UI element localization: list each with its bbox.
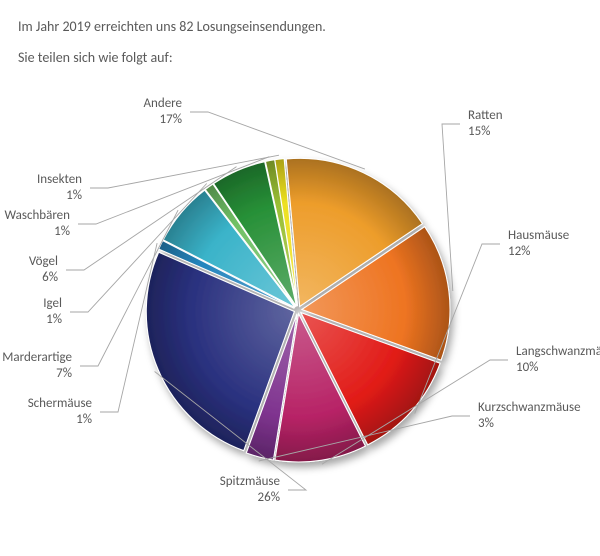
slice-label-name: Igel bbox=[43, 296, 62, 311]
slice-label: Igel1% bbox=[43, 296, 62, 329]
slice-label-value: 3% bbox=[478, 416, 494, 431]
slice-label-value: 26% bbox=[258, 490, 280, 505]
slice-label-name: Marderartige bbox=[2, 350, 72, 365]
slice-label: Spitzmäuse26% bbox=[220, 474, 280, 507]
slice-label-name: Vögel bbox=[29, 254, 58, 269]
slice-label: Kurzschwanzmäuse3% bbox=[478, 400, 581, 433]
slice-label-name: Hausmäuse bbox=[508, 228, 569, 243]
slice-label: Insekten1% bbox=[37, 172, 82, 205]
slice-label: Waschbären1% bbox=[5, 208, 70, 241]
intro-line-1: Im Jahr 2019 erreichten uns 82 Losungsei… bbox=[18, 18, 600, 35]
slice-label-value: 12% bbox=[508, 244, 530, 259]
slice-label-value: 7% bbox=[56, 366, 72, 381]
slice-label-name: Schermäuse bbox=[28, 396, 92, 411]
slice-label-name: Ratten bbox=[468, 108, 503, 123]
leader-line bbox=[442, 124, 460, 291]
slice-label-name: Andere bbox=[144, 96, 182, 111]
slice-label-name: Waschbären bbox=[5, 208, 70, 223]
slice-label-name: Kurzschwanzmäuse bbox=[478, 400, 581, 415]
pie-chart: Ratten15% Hausmäuse12% Langschwanzmäuse10%… bbox=[0, 72, 600, 552]
slice-label-value: 17% bbox=[160, 112, 182, 127]
slice-label: Marderartige7% bbox=[2, 350, 72, 383]
slice-label-name: Langschwanzmäuse bbox=[516, 344, 600, 359]
slice-label: Langschwanzmäuse10% bbox=[516, 344, 600, 377]
slice-label: Ratten15% bbox=[468, 108, 503, 141]
slice-label-name: Spitzmäuse bbox=[220, 474, 280, 489]
intro-line-2: Sie teilen sich wie folgt auf: bbox=[18, 49, 600, 66]
slice-label-value: 6% bbox=[42, 270, 58, 285]
slice-label-value: 15% bbox=[468, 124, 490, 139]
slice-label-value: 1% bbox=[66, 188, 82, 203]
slice-label-value: 1% bbox=[76, 412, 92, 427]
slice-label-value: 1% bbox=[46, 312, 62, 327]
slice-label: Hausmäuse12% bbox=[508, 228, 569, 261]
slice-label-name: Insekten bbox=[37, 172, 82, 187]
slice-label: Andere17% bbox=[144, 96, 182, 129]
slice-label-value: 10% bbox=[516, 360, 538, 375]
slice-label: Vögel6% bbox=[29, 254, 58, 287]
slice-label-value: 1% bbox=[54, 224, 70, 239]
slice-label: Schermäuse1% bbox=[28, 396, 92, 429]
